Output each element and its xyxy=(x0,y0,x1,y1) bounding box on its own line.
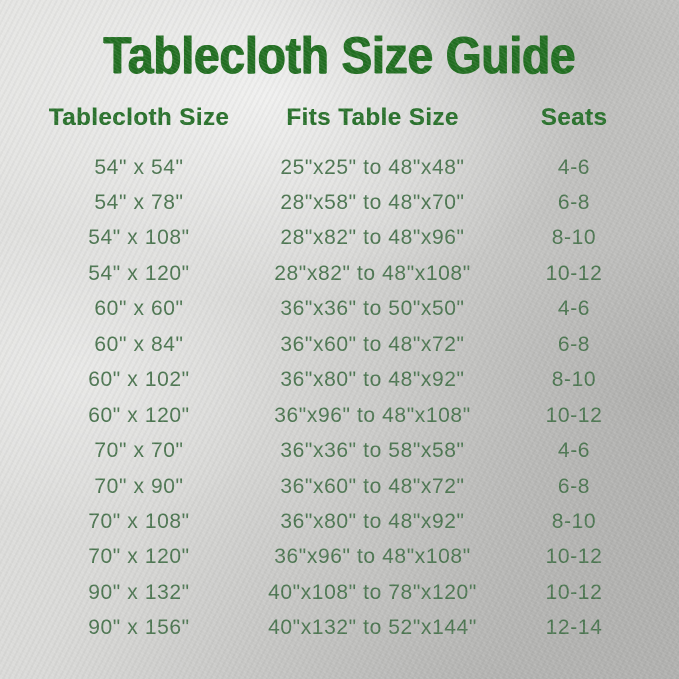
header-tablecloth-size: Tablecloth Size xyxy=(48,104,230,131)
seats-cell: 4-6 xyxy=(557,155,591,179)
tablecloth-size-cell: 60" x 84" xyxy=(94,332,184,356)
header-seats: Seats xyxy=(540,104,608,131)
tablecloth-size-cell: 70" x 90" xyxy=(94,474,184,498)
fits-table-size-cell: 36"x60" to 48"x72" xyxy=(280,332,465,356)
fits-table-size-cell: 25"x25" to 48"x48" xyxy=(280,155,465,179)
tablecloth-size-cell: 54" x 54" xyxy=(94,155,184,179)
tablecloth-size-cell: 70" x 70" xyxy=(94,439,184,463)
seats-cell: 6-8 xyxy=(557,332,591,356)
seats-cell: 10-12 xyxy=(545,545,603,569)
fits-table-size-cell: 36"x80" to 48"x92" xyxy=(280,368,465,392)
table-row: 60" x 84" 36"x60" to 48"x72" 6-8 xyxy=(0,327,679,362)
fits-table-size-cell: 36"x96" to 48"x108" xyxy=(274,545,471,569)
seats-cell: 8-10 xyxy=(551,510,597,534)
tablecloth-size-cell: 54" x 108" xyxy=(88,226,190,250)
tablecloth-size-cell: 60" x 120" xyxy=(88,403,190,427)
seats-cell: 4-6 xyxy=(557,439,591,463)
table-row: 70" x 90" 36"x60" to 48"x72" 6-8 xyxy=(0,469,679,504)
table-row: 60" x 60" 36"x36" to 50"x50" 4-6 xyxy=(0,292,679,327)
header-fits-table-size: Fits Table Size xyxy=(286,104,459,131)
page-title: Tablecloth Size Guide xyxy=(103,27,576,85)
table-row: 60" x 120" 36"x96" to 48"x108" 10-12 xyxy=(0,398,679,433)
fits-table-size-cell: 36"x80" to 48"x92" xyxy=(280,510,465,534)
table-row: 54" x 120" 28"x82" to 48"x108" 10-12 xyxy=(0,256,679,291)
fits-table-size-cell: 40"x108" to 78"x120" xyxy=(268,580,477,604)
tablecloth-size-cell: 70" x 120" xyxy=(88,545,190,569)
seats-cell: 6-8 xyxy=(557,190,591,214)
fits-table-size-cell: 28"x82" to 48"x96" xyxy=(280,226,465,250)
seats-cell: 8-10 xyxy=(551,368,597,392)
table-row: 70" x 108" 36"x80" to 48"x92" 8-10 xyxy=(0,505,679,540)
tablecloth-size-cell: 90" x 132" xyxy=(88,580,190,604)
tablecloth-size-cell: 54" x 120" xyxy=(88,261,190,285)
table-header-row: Tablecloth Size Fits Table Size Seats xyxy=(0,104,679,132)
table-row: 54" x 108" 28"x82" to 48"x96" 8-10 xyxy=(0,221,679,256)
fits-table-size-cell: 28"x58" to 48"x70" xyxy=(280,190,465,214)
tablecloth-size-cell: 70" x 108" xyxy=(88,510,190,534)
table-row: 70" x 120" 36"x96" to 48"x108" 10-12 xyxy=(0,540,679,575)
seats-cell: 10-12 xyxy=(545,403,603,427)
fits-table-size-cell: 36"x36" to 50"x50" xyxy=(280,297,465,321)
table-row: 54" x 78" 28"x58" to 48"x70" 6-8 xyxy=(0,185,679,220)
tablecloth-size-cell: 60" x 102" xyxy=(88,368,190,392)
table-row: 54" x 54" 25"x25" to 48"x48" 4-6 xyxy=(0,150,679,185)
tablecloth-size-cell: 54" x 78" xyxy=(94,190,184,214)
seats-cell: 8-10 xyxy=(551,226,597,250)
fits-table-size-cell: 28"x82" to 48"x108" xyxy=(274,261,471,285)
table-row: 60" x 102" 36"x80" to 48"x92" 8-10 xyxy=(0,363,679,398)
fits-table-size-cell: 36"x60" to 48"x72" xyxy=(280,474,465,498)
fits-table-size-cell: 36"x96" to 48"x108" xyxy=(274,403,471,427)
table-row: 90" x 156" 40"x132" to 52"x144" 12-14 xyxy=(0,611,679,646)
seats-cell: 10-12 xyxy=(545,580,603,604)
table-row: 70" x 70" 36"x36" to 58"x58" 4-6 xyxy=(0,434,679,469)
seats-cell: 10-12 xyxy=(545,261,603,285)
tablecloth-size-cell: 60" x 60" xyxy=(94,297,184,321)
fits-table-size-cell: 36"x36" to 58"x58" xyxy=(280,439,465,463)
tablecloth-size-cell: 90" x 156" xyxy=(88,616,190,640)
seats-cell: 4-6 xyxy=(557,297,591,321)
size-table-body: 54" x 54" 25"x25" to 48"x48" 4-6 54" x 78" 2… xyxy=(0,150,679,646)
fits-table-size-cell: 40"x132" to 52"x144" xyxy=(268,616,477,640)
table-row: 90" x 132" 40"x108" to 78"x120" 10-12 xyxy=(0,575,679,610)
seats-cell: 12-14 xyxy=(545,616,603,640)
seats-cell: 6-8 xyxy=(557,474,591,498)
